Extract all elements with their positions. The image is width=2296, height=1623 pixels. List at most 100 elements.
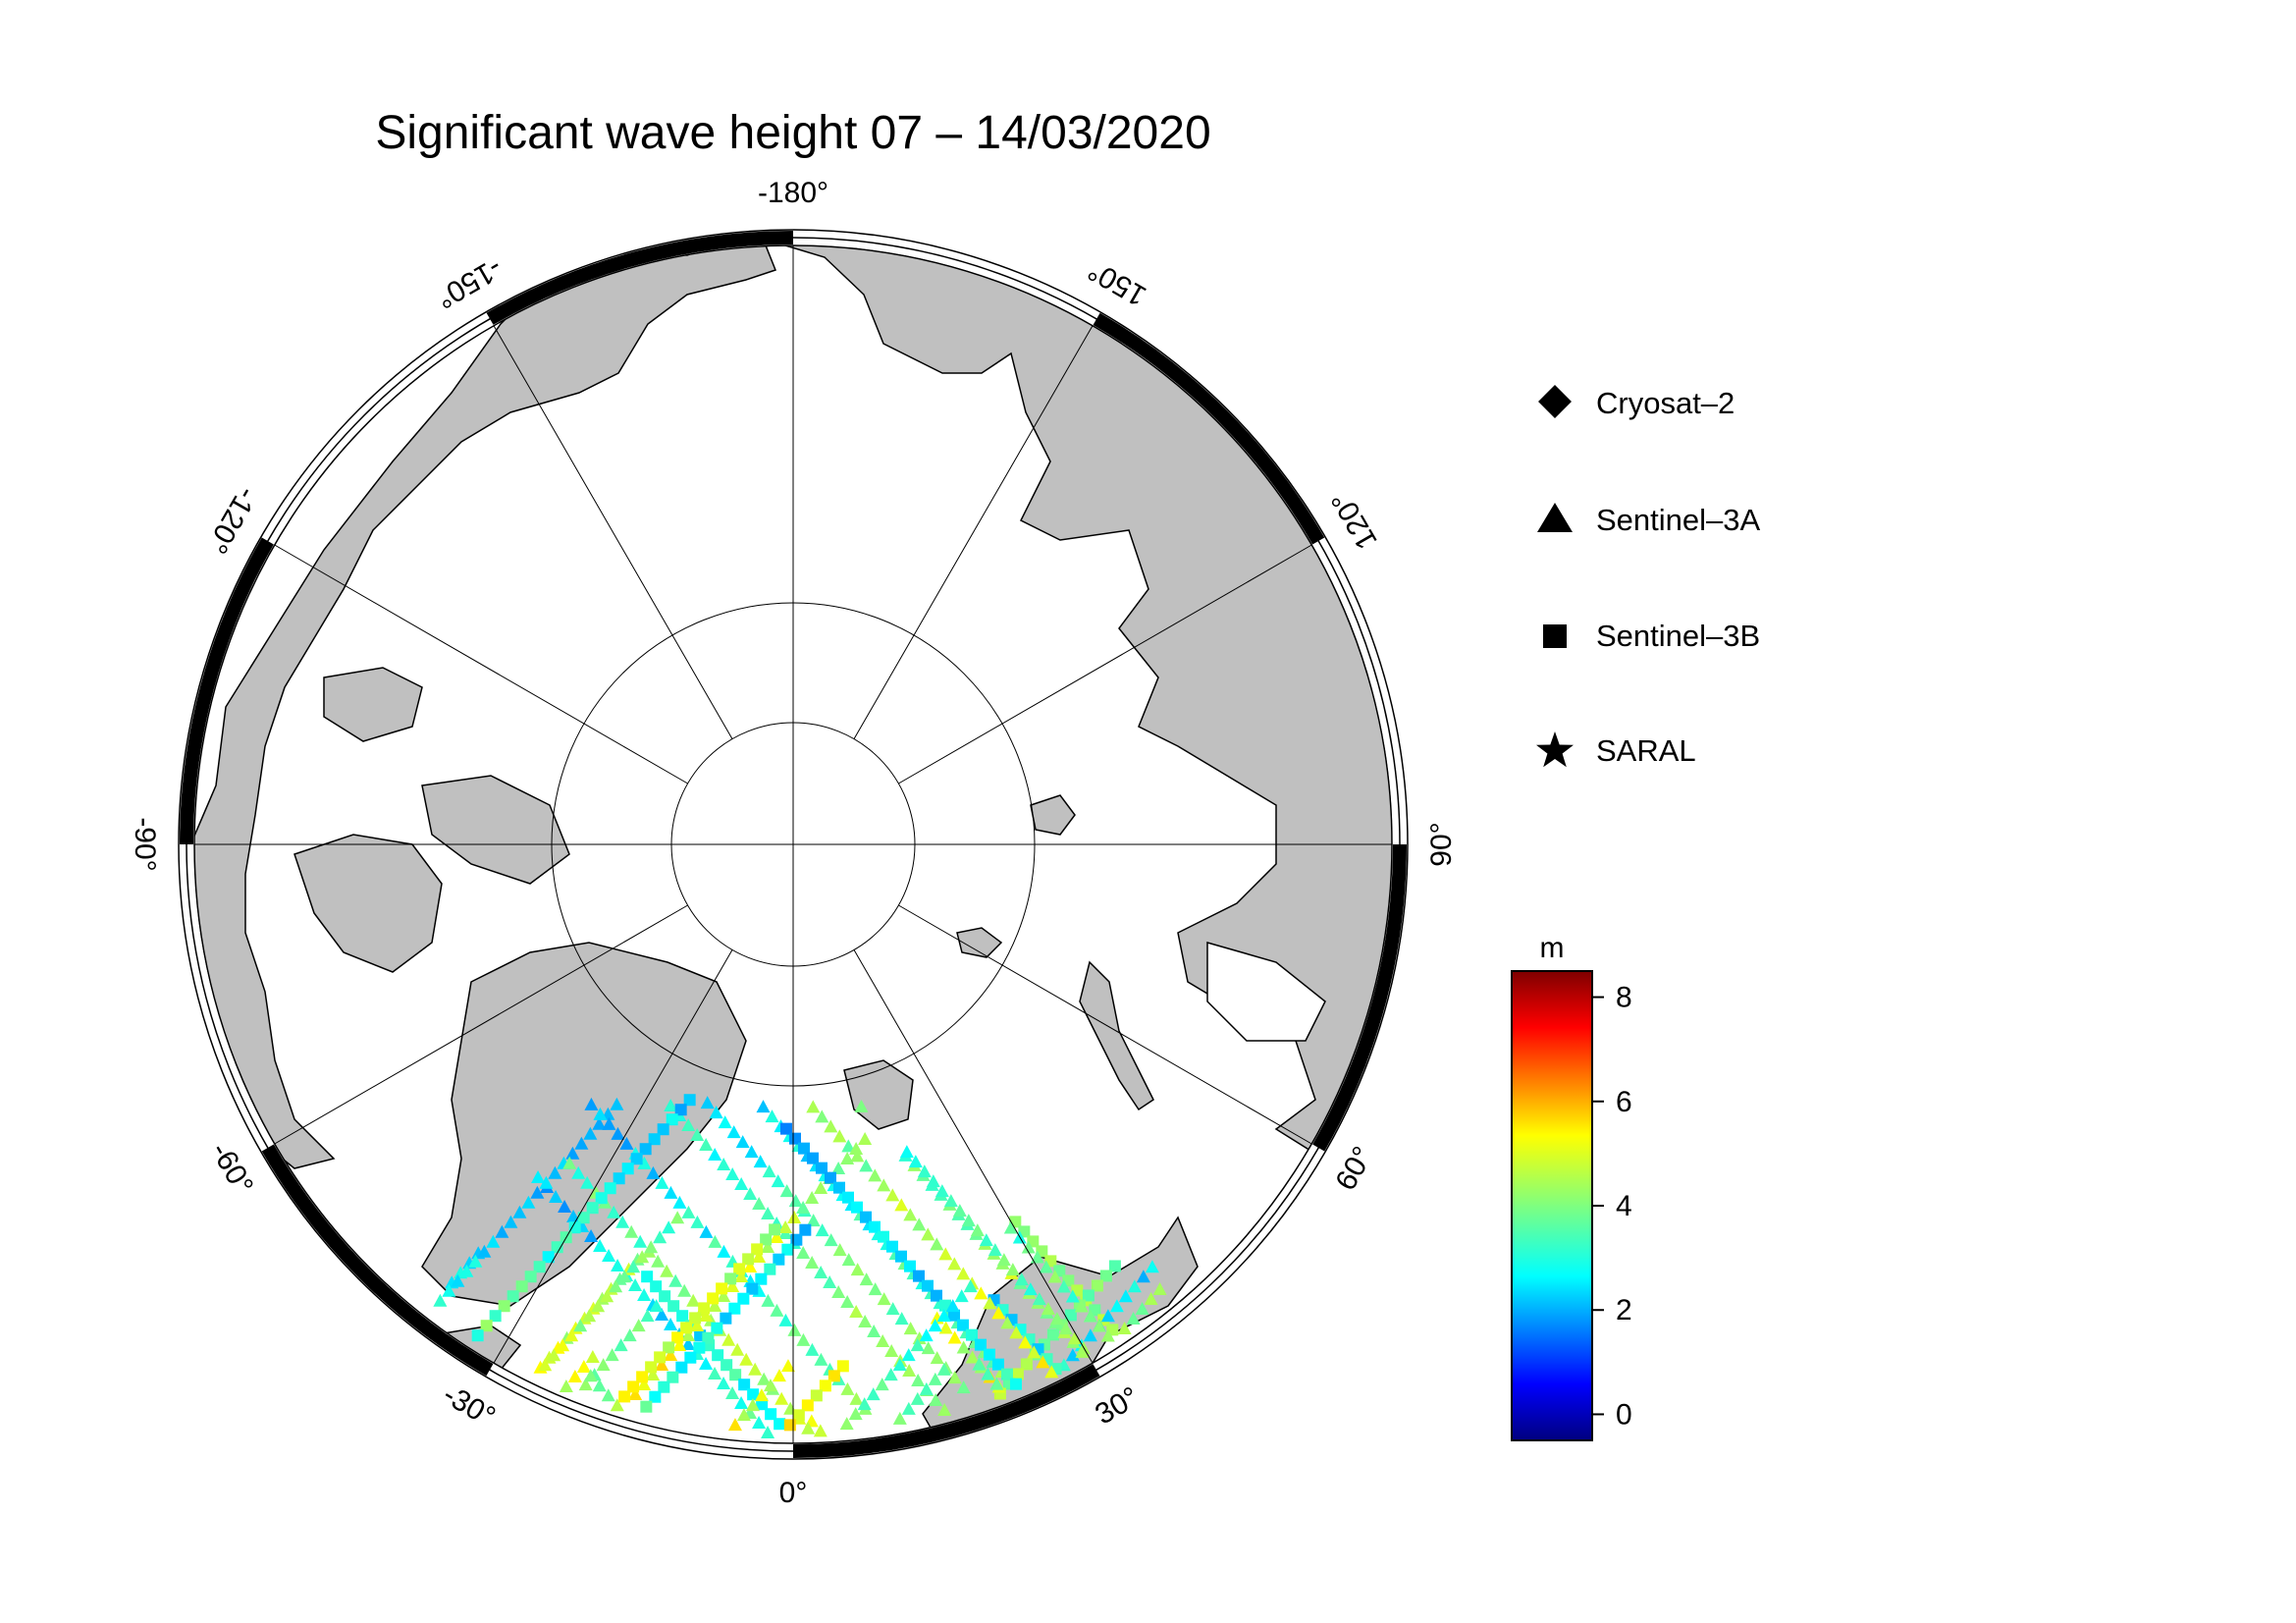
track-point: [752, 1415, 767, 1429]
track-point: [681, 1328, 696, 1342]
track-point: [433, 1293, 448, 1307]
track-point: [726, 1125, 741, 1139]
track-point: [761, 1293, 775, 1307]
track-point: [664, 1099, 678, 1112]
track-point: [762, 1164, 776, 1178]
track-point: [530, 1185, 545, 1199]
colorbar-tick-label: 2: [1616, 1294, 1632, 1326]
track-point: [559, 1379, 573, 1392]
track-point: [1108, 1260, 1121, 1272]
track-point: [921, 1227, 935, 1241]
track-point: [926, 1174, 940, 1188]
track-point: [1117, 1321, 1132, 1334]
track-point: [945, 1299, 960, 1313]
track-point: [828, 1370, 840, 1382]
longitude-label: -30°: [438, 1379, 501, 1434]
track-point: [850, 1263, 865, 1276]
track-point: [963, 1279, 978, 1293]
track-point: [974, 1338, 987, 1351]
track-point: [605, 1348, 619, 1362]
track-point: [725, 1385, 740, 1399]
track-point: [1005, 1263, 1020, 1276]
track-point: [602, 1248, 616, 1262]
track-point: [1014, 1272, 1029, 1286]
track-point: [728, 1302, 741, 1315]
track-point: [850, 1201, 863, 1214]
track-point: [781, 1243, 794, 1256]
track-point: [854, 1099, 869, 1112]
track-point: [580, 1175, 595, 1189]
track-point: [690, 1215, 705, 1228]
track-point: [646, 1165, 661, 1179]
track-point: [699, 1356, 714, 1370]
track-point: [788, 1132, 801, 1145]
track-point: [832, 1129, 847, 1143]
map-disc: [194, 245, 1392, 1443]
track-point: [671, 1331, 684, 1344]
track-point: [823, 1275, 837, 1289]
track-point: [1009, 1378, 1022, 1390]
track-point: [660, 1264, 674, 1277]
track-point: [1046, 1328, 1059, 1341]
track-point: [683, 1094, 696, 1107]
meridian-line: [274, 544, 688, 784]
track-point: [748, 1362, 763, 1376]
track-point: [806, 1214, 821, 1227]
track-point: [640, 1309, 655, 1323]
track-point: [471, 1329, 484, 1342]
track-point: [956, 1380, 971, 1394]
track-point: [901, 1348, 916, 1362]
colorbar-tick-label: 4: [1616, 1190, 1632, 1222]
track-point: [486, 1234, 501, 1248]
track-point: [702, 1331, 715, 1344]
track-point: [746, 1282, 759, 1295]
track-point: [1082, 1289, 1095, 1302]
land-franz-josef: [956, 927, 1003, 958]
track-point: [894, 1250, 907, 1263]
track-point: [729, 1369, 742, 1381]
track-point: [921, 1279, 934, 1292]
track-point: [903, 1322, 918, 1335]
track-point: [617, 1270, 632, 1283]
track-point: [1091, 1279, 1103, 1292]
map-title: Significant wave height 07 – 14/03/2020: [375, 107, 1211, 159]
track-point: [761, 1425, 775, 1438]
track-point: [712, 1349, 724, 1362]
star-icon: [1536, 731, 1574, 768]
track-point: [591, 1299, 606, 1313]
track-point: [708, 1234, 722, 1248]
track-point: [792, 1409, 805, 1422]
track-point: [690, 1128, 705, 1142]
track-point: [796, 1332, 811, 1346]
track-point: [565, 1146, 580, 1160]
longitude-label: 60°: [1329, 1141, 1379, 1196]
track-point: [725, 1167, 740, 1181]
track-point: [769, 1223, 781, 1236]
track-point: [796, 1246, 811, 1260]
track-point: [664, 1317, 678, 1330]
track-point: [742, 1253, 755, 1266]
track-point: [584, 1228, 599, 1242]
track-point: [542, 1251, 555, 1264]
legend-label: Cryosat–2: [1596, 386, 1735, 420]
track-point: [801, 1421, 816, 1434]
track-point: [618, 1390, 631, 1403]
track-point: [937, 1403, 952, 1417]
track-point: [910, 1391, 925, 1405]
track-point: [760, 1233, 773, 1246]
track-point: [1065, 1289, 1080, 1303]
track-point: [668, 1273, 683, 1287]
track-point: [783, 1419, 796, 1432]
track-point: [989, 1377, 1004, 1390]
track-point: [551, 1241, 563, 1254]
track-point: [733, 1263, 746, 1275]
track-point: [903, 1208, 918, 1221]
track-point: [667, 1371, 679, 1383]
track-point: [805, 1256, 820, 1270]
track-point: [1065, 1348, 1080, 1362]
track-point: [981, 1367, 995, 1380]
track-point: [745, 1398, 760, 1412]
track-point: [637, 1156, 652, 1169]
track-point: [717, 1289, 731, 1303]
